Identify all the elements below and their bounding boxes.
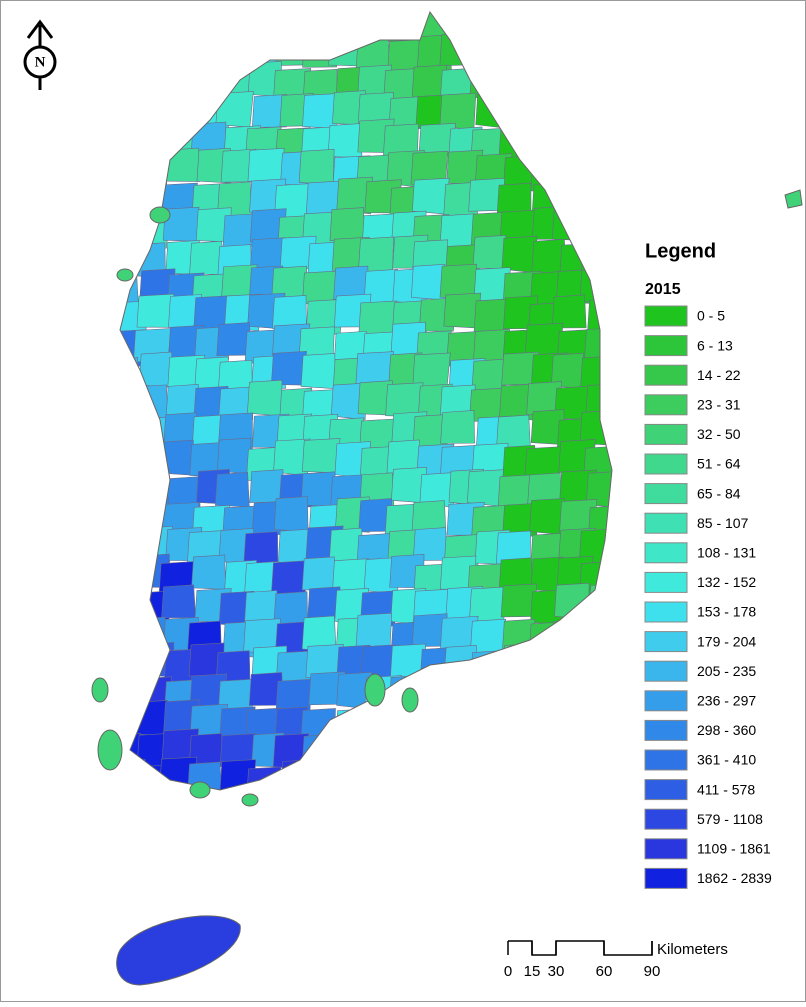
legend-swatch xyxy=(644,779,688,801)
legend-swatch xyxy=(644,335,688,357)
region xyxy=(218,386,254,421)
legend-label: 236 - 297 xyxy=(697,693,756,709)
legend-label: 298 - 360 xyxy=(697,722,756,738)
legend-swatch xyxy=(644,542,688,564)
region xyxy=(551,294,587,329)
region xyxy=(412,177,450,215)
legend-swatch xyxy=(644,571,688,593)
legend-swatch xyxy=(644,749,688,771)
legend-label: 14 - 22 xyxy=(697,367,741,383)
legend-label: 1862 - 2839 xyxy=(697,870,772,886)
legend-label: 179 - 204 xyxy=(697,633,756,649)
legend-label: 23 - 31 xyxy=(697,397,741,413)
region xyxy=(301,438,341,474)
scale-tick-label: 15 xyxy=(524,963,541,980)
region xyxy=(355,612,393,648)
island xyxy=(784,189,803,209)
region xyxy=(473,298,509,333)
legend: 0 - 5 6 - 13 14 - 22 23 - 31 32 - 50 51 - 64 6… xyxy=(644,305,772,889)
legend-label: 579 - 1108 xyxy=(697,811,763,827)
legend-swatch xyxy=(644,660,688,682)
region xyxy=(161,584,196,619)
region xyxy=(273,496,309,533)
legend-swatch xyxy=(644,808,688,830)
legend-swatch xyxy=(644,483,688,505)
region xyxy=(216,437,252,475)
legend-label: 51 - 64 xyxy=(697,456,741,472)
scale-tick-label: 30 xyxy=(548,963,565,980)
north-label: N xyxy=(35,54,46,70)
legend-swatch xyxy=(644,423,688,445)
legend-swatch xyxy=(644,601,688,623)
legend-swatch xyxy=(644,867,688,889)
jeju-island xyxy=(116,915,241,986)
legend-label: 0 - 5 xyxy=(697,308,725,324)
legend-swatch xyxy=(644,364,688,386)
legend-label: 132 - 152 xyxy=(697,574,756,590)
legend-swatch xyxy=(644,838,688,860)
legend-swatch xyxy=(644,631,688,653)
legend-label: 6 - 13 xyxy=(697,337,733,353)
legend-title: Legend xyxy=(645,240,716,262)
region xyxy=(301,556,337,592)
legend-label: 205 - 235 xyxy=(697,663,756,679)
region xyxy=(215,472,250,508)
region xyxy=(136,293,175,328)
region xyxy=(336,176,373,215)
islands xyxy=(91,206,419,807)
region xyxy=(440,410,475,444)
region xyxy=(466,469,504,507)
region xyxy=(247,147,285,185)
legend-label: 32 - 50 xyxy=(697,426,741,442)
scale-tick-label: 0 xyxy=(504,963,512,980)
coastline xyxy=(119,10,613,791)
north-arrow: N xyxy=(23,19,57,90)
region xyxy=(247,379,283,417)
region xyxy=(330,382,367,420)
region xyxy=(251,94,288,128)
legend-swatch xyxy=(644,305,688,327)
legend-swatch xyxy=(644,690,688,712)
legend-label: 153 - 178 xyxy=(697,604,756,620)
region xyxy=(191,554,226,590)
legend-swatch xyxy=(644,394,688,416)
legend-label: 411 - 578 xyxy=(697,781,755,797)
legend-swatch xyxy=(644,512,688,534)
region xyxy=(472,234,508,269)
region xyxy=(385,382,424,418)
region xyxy=(298,148,335,186)
legend-year: 2015 xyxy=(645,281,681,298)
region xyxy=(358,300,397,335)
scale-tick-label: 90 xyxy=(644,963,661,980)
legend-swatch xyxy=(644,453,688,475)
legend-swatch xyxy=(644,719,688,741)
region xyxy=(249,469,285,503)
legend-label: 108 - 131 xyxy=(697,545,756,561)
region xyxy=(355,351,394,385)
scale-line xyxy=(508,940,653,956)
region xyxy=(329,207,365,244)
region xyxy=(300,353,336,389)
legend-label: 65 - 84 xyxy=(697,485,741,501)
scale-unit: Kilometers xyxy=(657,941,728,958)
scale-tick-label: 60 xyxy=(596,963,613,980)
legend-label: 85 - 107 xyxy=(697,515,749,531)
scale-bar: 0 15 30 60 90 Kilometers xyxy=(504,940,728,980)
region xyxy=(529,498,565,536)
legend-label: 1109 - 1861 xyxy=(697,841,771,857)
legend-label: 361 - 410 xyxy=(697,752,756,768)
